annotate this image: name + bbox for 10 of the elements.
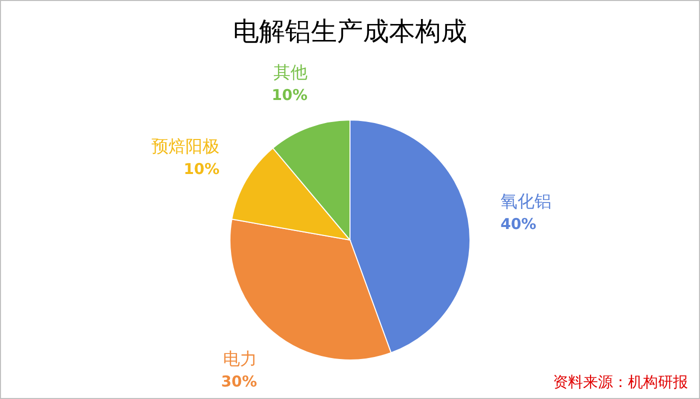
slice-label: 其他 bbox=[274, 63, 308, 84]
chart-title: 电解铝生产成本构成 bbox=[233, 17, 467, 47]
data-label: 30% bbox=[221, 372, 258, 391]
slice-label: 电力 bbox=[223, 350, 258, 370]
data-label: 10% bbox=[272, 86, 308, 104]
slice-label: 氧化铝 bbox=[500, 192, 552, 212]
data-label: 10% bbox=[184, 160, 220, 178]
data-label: 40% bbox=[500, 214, 536, 233]
text: 资料来源：机构研报 bbox=[553, 373, 688, 391]
slice-label: 预焙阳极 bbox=[152, 137, 220, 157]
